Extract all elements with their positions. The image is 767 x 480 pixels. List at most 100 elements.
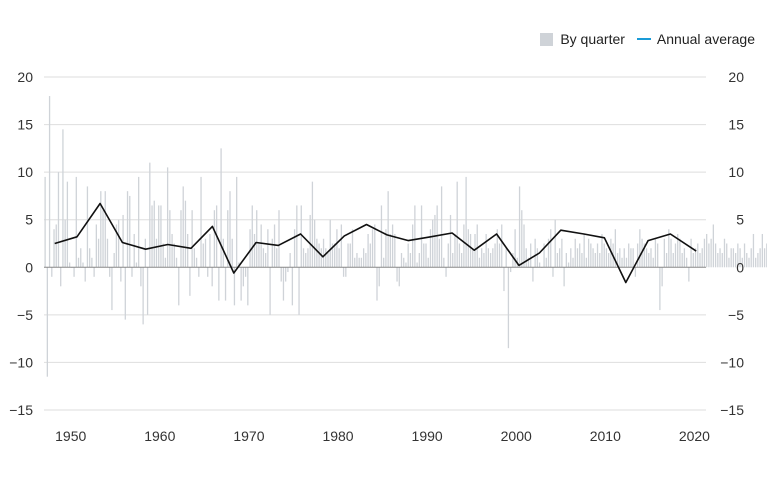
- quarter-bar: [434, 214, 436, 268]
- quarter-bar: [574, 238, 576, 268]
- quarter-bar: [258, 243, 260, 268]
- quarter-bar: [146, 267, 149, 315]
- quarter-bar: [262, 248, 265, 268]
- quarter-bar: [639, 229, 641, 268]
- legend-item-by-quarter: By quarter: [540, 31, 625, 47]
- quarter-bar: [358, 257, 360, 268]
- quarter-bar: [603, 243, 605, 268]
- quarter-bar: [385, 229, 387, 268]
- quarter-bar: [594, 253, 596, 268]
- quarter-bar: [630, 248, 632, 268]
- quarter-bar: [496, 229, 498, 268]
- quarter-bar: [545, 257, 547, 268]
- quarter-bar: [285, 267, 287, 282]
- quarter-bar: [89, 248, 91, 268]
- quarter-bar: [249, 229, 251, 268]
- quarter-bar: [309, 214, 311, 268]
- quarter-bar: [313, 219, 316, 268]
- quarter-bar: [643, 243, 645, 268]
- x-tick-label: 2020: [679, 428, 710, 444]
- quarter-bar: [579, 243, 581, 268]
- quarter-bar: [550, 229, 552, 268]
- y-tick-label-left: −10: [9, 354, 33, 370]
- quarter-bar: [155, 238, 158, 268]
- quarter-bar: [721, 253, 723, 268]
- quarter-bar: [619, 248, 621, 268]
- quarter-bar: [605, 248, 608, 268]
- quarter-bar: [334, 243, 336, 268]
- quarter-bar: [329, 219, 331, 268]
- quarter-bar: [202, 243, 204, 268]
- quarter-bar: [75, 176, 77, 268]
- quarter-bar: [227, 210, 229, 268]
- quarter-bar: [494, 243, 496, 268]
- quarter-bar: [109, 267, 111, 277]
- quarter-bar: [360, 257, 363, 268]
- y-axis-right: 20 15 10 5 0 −5 −10 −15: [720, 69, 744, 418]
- quarter-bar: [53, 229, 55, 268]
- quarter-bar: [151, 205, 153, 268]
- annual-average-line: [54, 202, 697, 284]
- quarter-bar: [345, 267, 347, 277]
- y-tick-label-right: −15: [720, 402, 744, 418]
- quarter-bar: [191, 210, 193, 268]
- quarter-bar: [316, 238, 318, 268]
- quarter-bar: [371, 229, 374, 268]
- quarter-bar: [398, 267, 400, 287]
- quarter-bar: [84, 267, 86, 282]
- quarter-bar: [211, 267, 213, 287]
- quarter-bar: [293, 229, 296, 268]
- quarter-bar: [318, 243, 320, 268]
- quarter-bar: [320, 248, 322, 268]
- quarter-bar: [601, 233, 603, 268]
- legend-label-annual-average: Annual average: [656, 31, 755, 47]
- quarter-bar: [752, 233, 755, 268]
- quarter-bar: [140, 267, 142, 287]
- quarter-bar: [679, 238, 681, 268]
- x-tick-label: 1970: [233, 428, 264, 444]
- quarter-bar: [746, 253, 748, 268]
- quarter-bar: [759, 248, 761, 268]
- quarter-bar: [710, 238, 712, 268]
- quarter-bar: [587, 238, 590, 268]
- quarter-bar: [325, 248, 327, 268]
- quarter-bar: [336, 229, 338, 268]
- quarter-bar: [483, 253, 485, 268]
- quarter-bar: [534, 238, 536, 268]
- quarter-bar: [93, 267, 95, 277]
- quarter-bar: [418, 253, 420, 268]
- quarter-bar: [331, 243, 334, 268]
- quarter-bar: [427, 257, 429, 268]
- quarter-bar: [144, 238, 146, 268]
- quarter-bar: [739, 248, 741, 268]
- quarter-bar: [467, 229, 469, 268]
- quarter-bar: [173, 243, 175, 268]
- quarter-bar: [396, 267, 398, 282]
- quarter-bar: [298, 267, 300, 315]
- quarter-bar: [523, 224, 525, 268]
- quarter-bar: [380, 205, 383, 268]
- quarter-bar: [97, 238, 100, 268]
- quarter-bar: [732, 248, 735, 268]
- quarter-bar: [106, 238, 109, 268]
- quarter-bar: [665, 253, 668, 268]
- quarter-bar: [416, 262, 418, 268]
- quarter-bar: [180, 210, 182, 268]
- quarter-bar: [200, 176, 202, 268]
- quarter-bar: [115, 224, 118, 268]
- quarter-bar: [757, 253, 759, 268]
- quarter-bar: [510, 267, 512, 273]
- quarter-bar: [608, 253, 610, 268]
- quarter-bar: [708, 243, 710, 268]
- quarter-bar: [761, 233, 764, 268]
- bar-swatch-icon: [540, 32, 554, 46]
- quarter-bar: [556, 253, 559, 268]
- quarter-bar: [465, 176, 467, 268]
- quarter-bar: [271, 238, 273, 268]
- quarter-bar: [512, 253, 514, 268]
- quarter-bar: [57, 172, 60, 268]
- quarter-bar: [178, 267, 180, 306]
- legend-label-by-quarter: By quarter: [560, 31, 625, 47]
- quarter-bar: [66, 181, 69, 268]
- quarter-bar: [120, 267, 122, 282]
